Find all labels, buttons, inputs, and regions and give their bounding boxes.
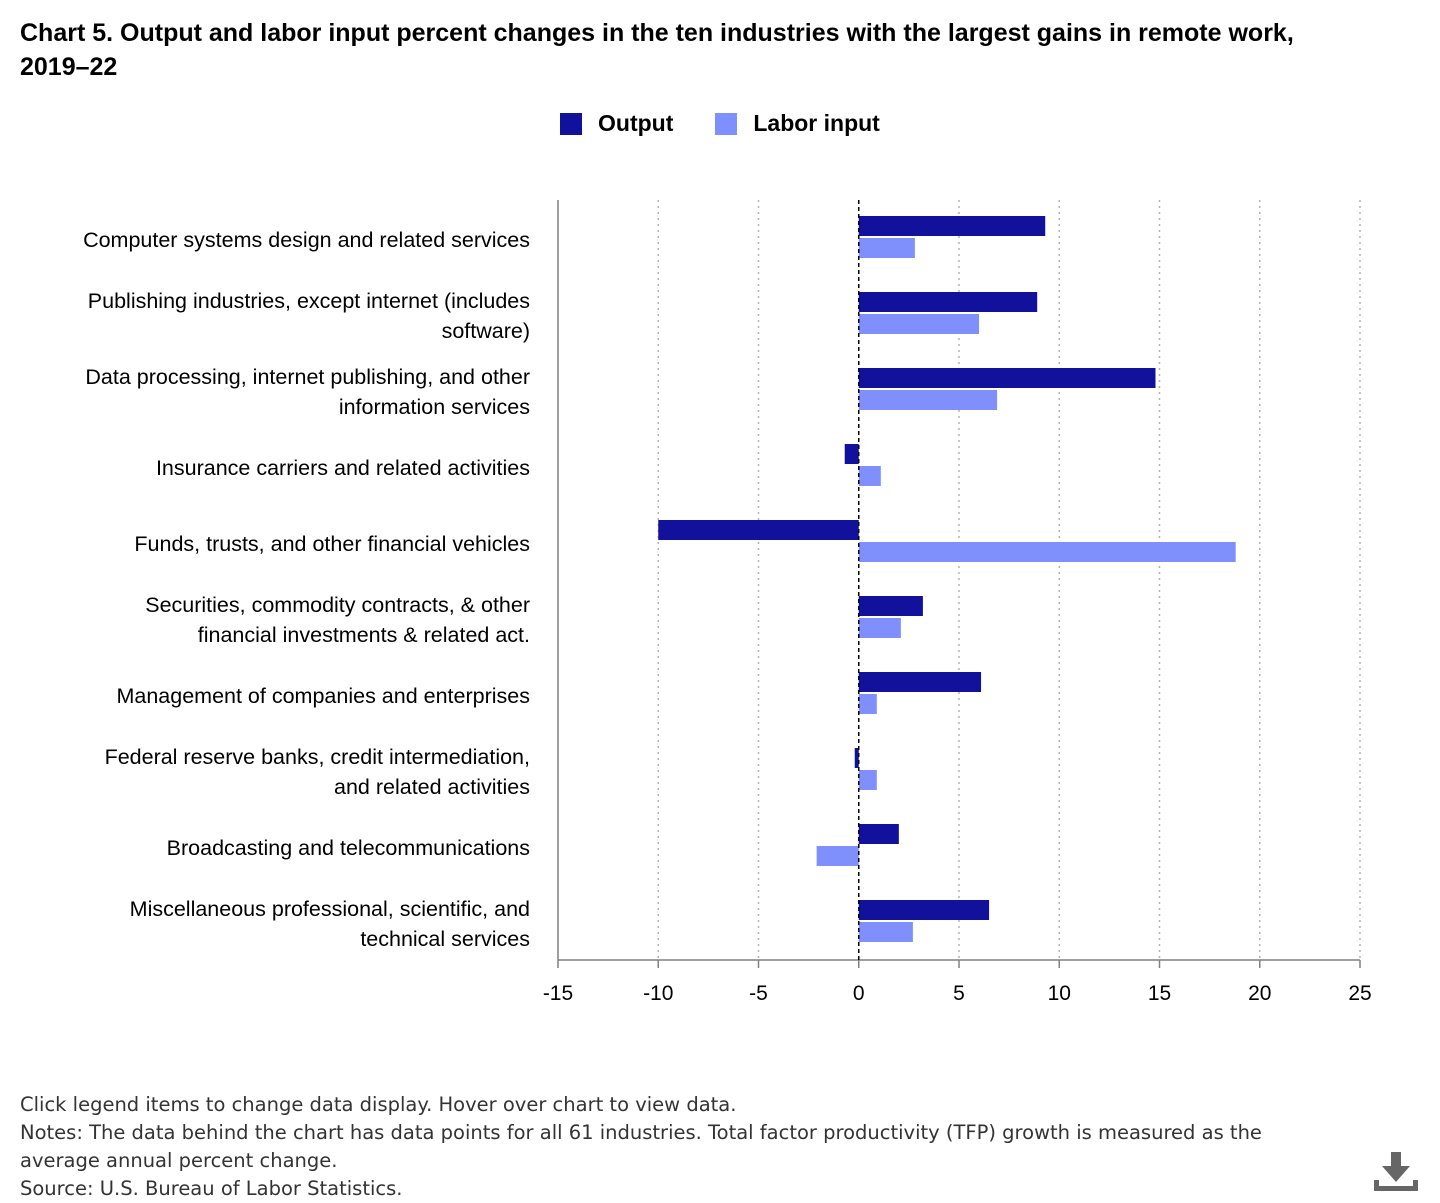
bar-output [858,900,990,920]
x-tick-label: 10 [1048,982,1071,1005]
legend-label-output: Output [598,110,674,136]
category-label: Funds, trusts, and other financial vehic… [134,532,530,556]
footer-instructions: Click legend items to change data displa… [20,1093,737,1116]
bar-labor-input [858,390,998,410]
bar-output [858,672,982,692]
x-tick-label: 15 [1148,982,1171,1005]
category-label: software) [442,319,530,343]
bar-labor-input [816,846,859,866]
category-label: Management of companies and enterprises [116,684,530,708]
bar-labor-input [858,770,877,790]
chart-footer: Click legend items to change data displa… [20,1091,1340,1203]
download-icon[interactable] [1374,1150,1418,1194]
legend-swatch-labor-input [715,112,738,135]
bar-output [858,368,1156,388]
category-label: information services [339,395,530,419]
category-label: Computer systems design and related serv… [83,228,530,252]
bar-labor-input [858,694,877,714]
footer-source: Source: U.S. Bureau of Labor Statistics. [20,1177,403,1200]
bar-output [858,292,1038,312]
category-label: technical services [360,927,530,951]
legend-label-labor-input: Labor input [753,110,880,136]
bar-output [858,216,1046,236]
x-tick-label: 5 [953,982,965,1005]
category-label: Broadcasting and telecommunications [167,836,530,860]
category-label: Miscellaneous professional, scientific, … [130,897,530,921]
bar-output [844,444,859,464]
x-tick-label: 20 [1248,982,1271,1005]
bar-labor-input [858,922,913,942]
legend-swatch-output [560,112,582,135]
bar-output [858,824,899,844]
legend-item-labor-input[interactable]: Labor input [715,110,880,137]
category-label: Publishing industries, except internet (… [88,289,530,313]
x-tick-label: -10 [643,982,673,1005]
category-label: and related activities [334,775,530,799]
category-label: Insurance carriers and related activitie… [156,456,530,480]
category-label: Securities, commodity contracts, & other [145,593,530,617]
category-label: financial investments & related act. [198,623,530,647]
legend-item-output[interactable]: Output [560,110,673,137]
bar-labor-input [858,314,980,334]
bar-labor-input [858,466,881,486]
x-tick-label: 25 [1348,982,1371,1005]
chart-title: Chart 5. Output and labor input percent … [20,19,1294,81]
bar-output [858,596,923,616]
bar-output [658,520,859,540]
bar-labor-input [858,542,1236,562]
footer-notes: Notes: The data behind the chart has dat… [20,1121,1262,1172]
x-tick-label: -15 [543,982,573,1005]
x-tick-label: 0 [853,982,865,1005]
bar-chart[interactable]: -15 -10 -5 0 5 10 15 20 25 Computer systems desig… [0,0,1440,1060]
chart-legend: Output Labor input [560,110,880,137]
x-tick-label: -5 [749,982,768,1005]
category-label: Federal reserve banks, credit intermedia… [105,745,530,769]
bar-labor-input [858,238,915,258]
bar-labor-input [858,618,901,638]
category-label: Data processing, internet publishing, an… [85,365,530,389]
bar-output [854,748,859,768]
